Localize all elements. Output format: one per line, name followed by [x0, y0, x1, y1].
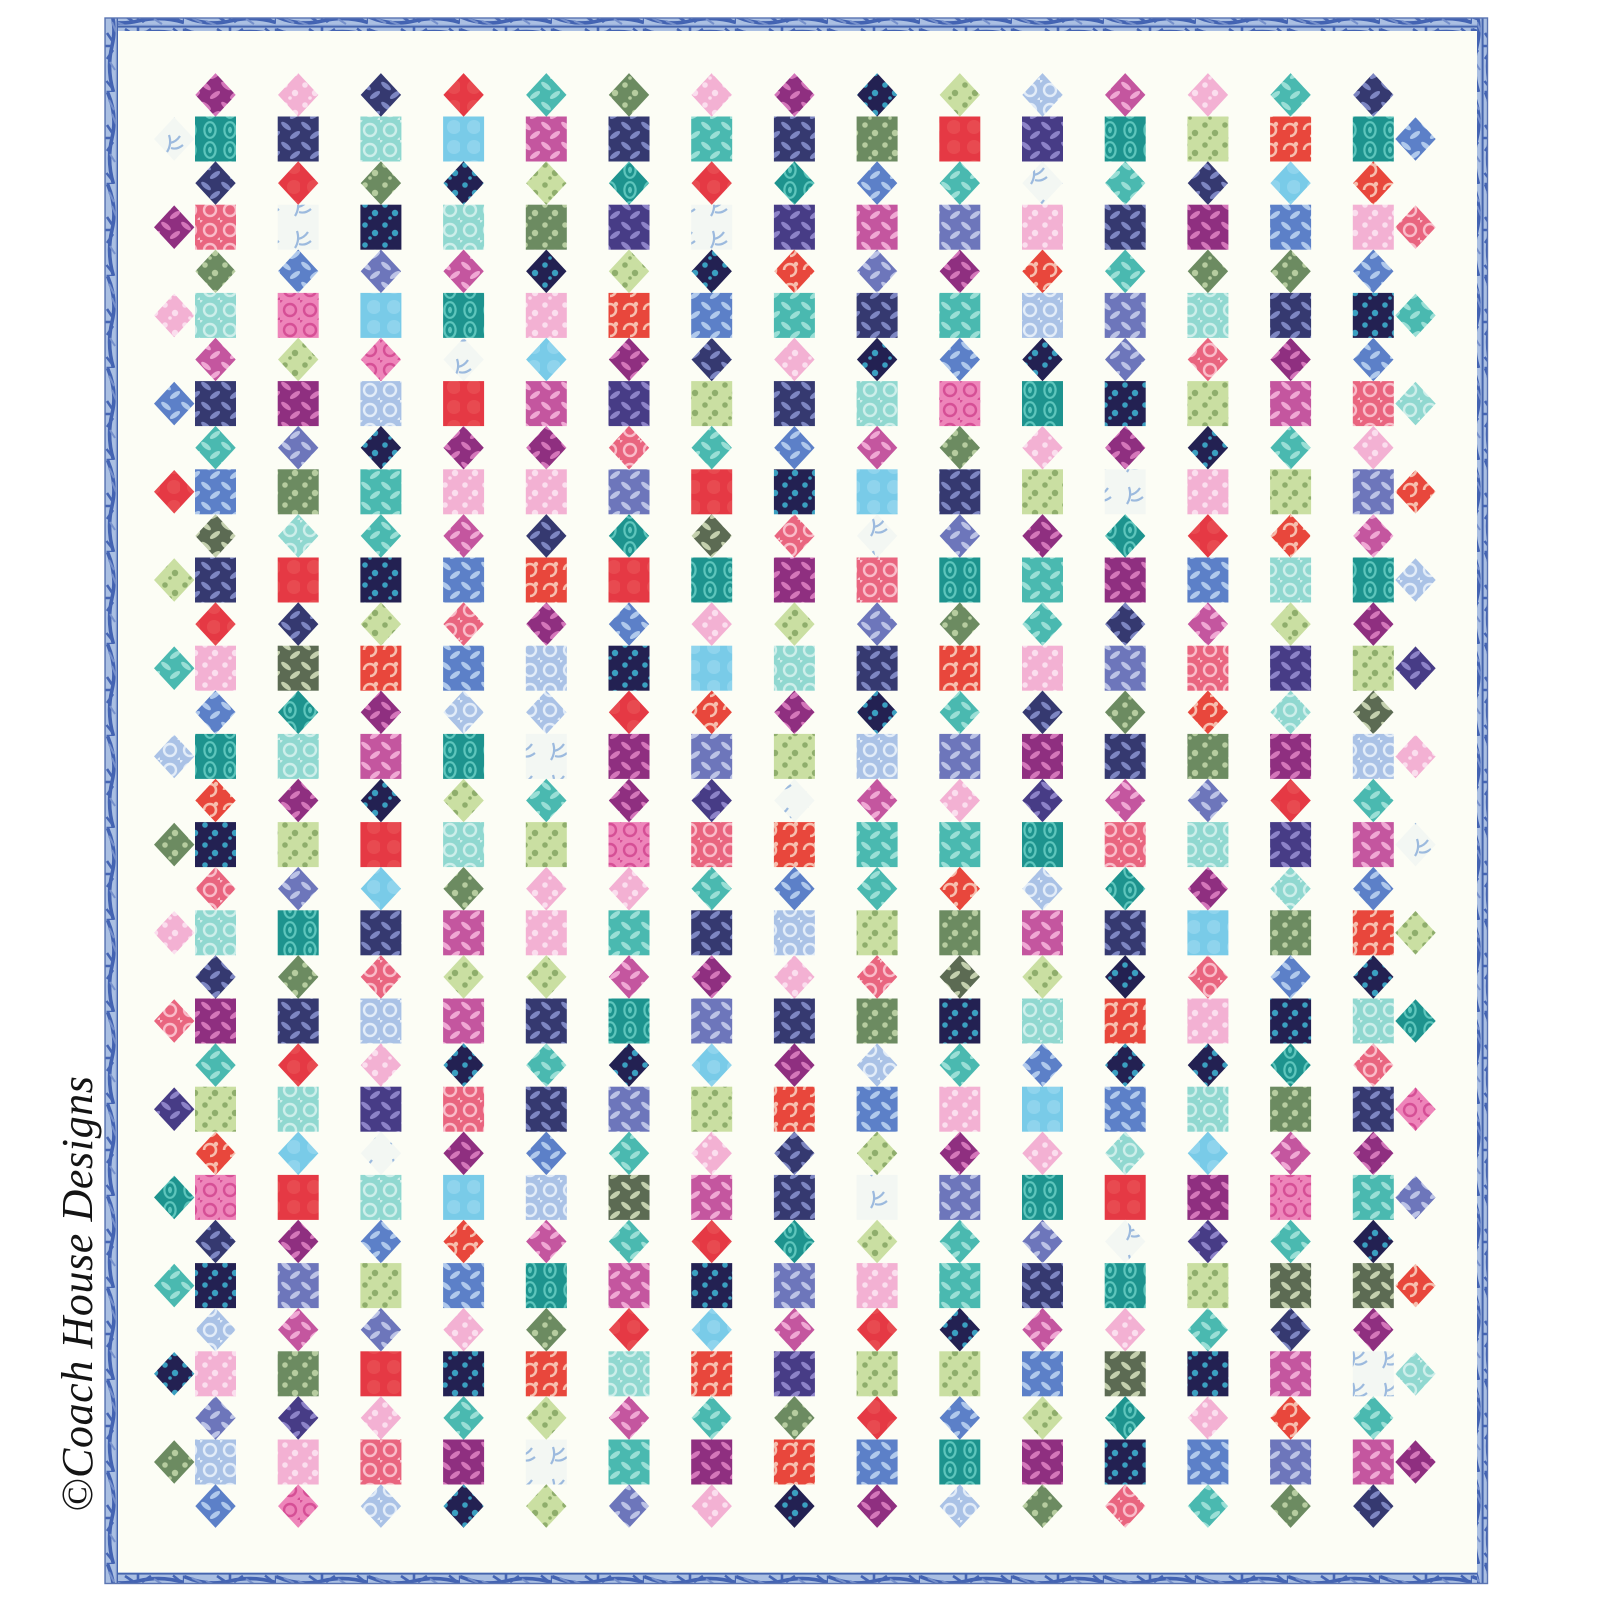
svg-text:©Coach House Designs: ©Coach House Designs — [53, 1075, 102, 1512]
